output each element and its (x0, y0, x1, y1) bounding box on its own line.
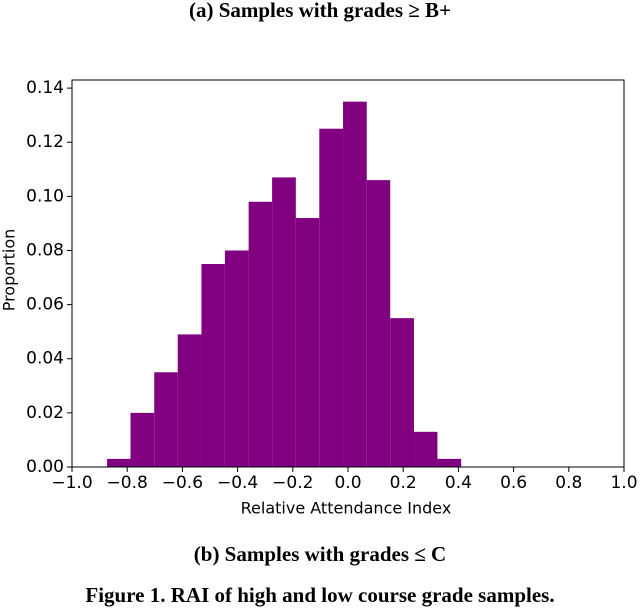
caption-b: (b) Samples with grades ≤ C (194, 542, 446, 566)
bar (177, 334, 202, 467)
bar (224, 250, 249, 467)
bar (366, 180, 391, 467)
y-axis-label: Proportion (0, 229, 19, 312)
y-tick-label: 0.08 (26, 240, 64, 260)
bar (295, 218, 320, 467)
bar (390, 318, 414, 467)
bar (201, 264, 225, 467)
x-tick-label: −0.4 (217, 473, 258, 493)
x-tick-label: −0.6 (162, 473, 203, 493)
caption-a: (a) Samples with grades ≥ B+ (189, 0, 451, 22)
bar (248, 201, 273, 468)
x-tick-label: −0.8 (107, 473, 148, 493)
x-tick-label: 1.0 (610, 473, 637, 493)
bar (130, 412, 155, 467)
y-tick-label: 0.00 (26, 457, 64, 477)
bar (437, 458, 462, 467)
bar (319, 128, 344, 467)
bar (343, 101, 367, 467)
bar (154, 372, 178, 467)
x-tick-label: 0.6 (500, 473, 527, 493)
bar (413, 431, 438, 467)
bar (272, 177, 296, 467)
y-tick-label: 0.10 (26, 186, 64, 206)
x-tick-label: 0.0 (334, 473, 361, 493)
y-tick-label: 0.12 (26, 132, 64, 152)
x-tick-label: −0.2 (272, 473, 313, 493)
x-tick-label: 0.4 (445, 473, 472, 493)
y-tick-label: 0.14 (26, 78, 64, 98)
y-tick-label: 0.02 (26, 403, 64, 423)
x-tick-label: 0.8 (555, 473, 582, 493)
x-tick-label: 0.2 (390, 473, 417, 493)
x-tick-label: −1.0 (51, 473, 92, 493)
x-axis-label: Relative Attendance Index (241, 499, 452, 518)
y-tick-label: 0.04 (26, 349, 64, 369)
bar (107, 458, 131, 467)
y-tick-label: 0.06 (26, 295, 64, 315)
figure-caption: Figure 1. RAI of high and low course gra… (85, 583, 554, 607)
